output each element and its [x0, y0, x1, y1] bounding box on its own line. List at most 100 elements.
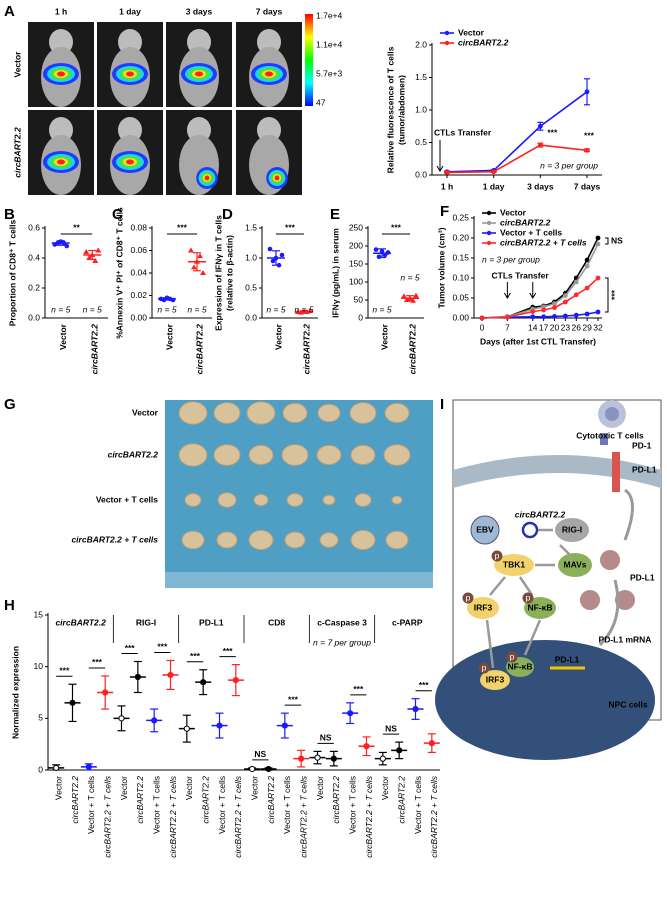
- vesicle: [580, 590, 600, 610]
- x-tick-label: Vector + T cells: [347, 776, 357, 834]
- colorbar-label: 1.1e+4: [316, 39, 343, 49]
- annotation: ***: [547, 127, 558, 137]
- mavs: [558, 553, 592, 577]
- mean-marker: [428, 740, 435, 747]
- point: [552, 301, 557, 306]
- annotation-arrow: [436, 140, 444, 172]
- x-tick-label: Vector + T cells: [282, 776, 292, 834]
- x-tick-label: 20: [550, 322, 560, 332]
- panel-letter: I: [440, 396, 444, 413]
- irf3: [467, 597, 499, 619]
- x-tick-label: Vector + T cells: [151, 776, 161, 834]
- legend-label: Vector + T cells: [500, 227, 562, 237]
- imaging-panel: [28, 22, 302, 195]
- x-tick-label: 1 h: [441, 181, 453, 191]
- pd1: [600, 433, 608, 445]
- tumor: [213, 402, 241, 424]
- diagram-label: MAVs: [564, 559, 587, 569]
- tumor: [213, 444, 241, 466]
- x-tick-label: Vector + T cells: [413, 776, 423, 834]
- tumor: [319, 532, 339, 548]
- diagram-label: PD-L1 mRNA: [599, 634, 652, 644]
- point: [573, 312, 579, 318]
- phospho-badge: [462, 592, 474, 604]
- vesicle: [600, 550, 620, 570]
- point: [552, 314, 557, 319]
- point: [401, 293, 407, 299]
- heat-blob: [126, 71, 134, 77]
- note: n = 7 per group: [313, 637, 371, 647]
- point: [267, 246, 273, 252]
- y-tick-label: 100: [349, 276, 363, 286]
- mean-marker: [298, 755, 305, 762]
- annotation: NS: [611, 235, 623, 245]
- sig-label: ***: [419, 680, 430, 690]
- sig-label: ***: [223, 646, 234, 656]
- x-tick-label: circBART2.2 + T cells: [298, 775, 308, 858]
- tumor: [286, 493, 304, 507]
- y-tick-label: 0.6: [28, 222, 40, 232]
- group-label: PD-L1: [199, 617, 224, 627]
- rig-i: [555, 518, 589, 542]
- mean-marker: [412, 705, 419, 713]
- point: [595, 235, 601, 241]
- x-tick-label: 3 days: [527, 181, 554, 191]
- x-tick-label: Vector: [380, 776, 390, 800]
- point: [541, 307, 547, 313]
- diagram-label: PD-1: [632, 440, 652, 450]
- sig-label: **: [73, 222, 80, 232]
- sig-label: ***: [353, 684, 364, 694]
- point: [64, 243, 70, 249]
- mean-marker: [314, 754, 321, 761]
- y-axis-label: Normalized expression: [10, 646, 20, 739]
- point: [83, 249, 90, 254]
- sig-label: ***: [157, 642, 168, 652]
- tumor: [246, 401, 276, 425]
- x-tick-label: circBART2.2 + T cells: [233, 775, 243, 858]
- x-tick-label: 29: [582, 322, 592, 332]
- mean-marker: [200, 679, 207, 686]
- tumor: [350, 444, 376, 466]
- tumor: [253, 493, 269, 507]
- x-tick-label: Vector: [249, 776, 259, 800]
- group-label: c-Caspase 3: [317, 617, 367, 627]
- heat-blob: [204, 175, 210, 181]
- point: [92, 258, 99, 263]
- tumor: [284, 531, 306, 549]
- annotation-arrow: [529, 282, 537, 299]
- y-tick-label: 0.02: [130, 290, 147, 300]
- legend-marker: [486, 220, 492, 226]
- diagram-label: Cytotoxic T cells: [576, 430, 644, 440]
- x-tick-label: circBART2.2 + T cells: [429, 775, 439, 858]
- panel-letter: C: [112, 206, 123, 223]
- legend-marker: [486, 230, 492, 236]
- point: [584, 89, 590, 95]
- t-cell-nucleus: [605, 407, 619, 421]
- series-line: [446, 144, 588, 174]
- y-axis-label: %Annexin V⁺ PI⁺ of CD8⁺ T cells: [114, 207, 124, 339]
- point: [595, 275, 601, 281]
- x-tick-label: 17: [539, 322, 549, 332]
- arrow: [623, 488, 634, 541]
- point: [584, 263, 590, 269]
- x-tick-label: circBART2.2: [70, 776, 80, 824]
- x-tick-label: circBART2.2: [331, 776, 341, 824]
- x-tick-label: circBART2.2 + T cells: [102, 775, 112, 858]
- point: [373, 247, 379, 252]
- y-tick-label: 1.0: [415, 104, 427, 114]
- phospho-badge: [506, 651, 518, 663]
- point: [479, 315, 485, 321]
- point: [188, 247, 194, 253]
- panel-letter: F: [440, 203, 449, 220]
- group-label: c-PARP: [392, 617, 423, 627]
- legend-marker: [486, 210, 492, 216]
- mean-marker: [85, 763, 92, 771]
- point: [552, 305, 557, 310]
- tumor: [181, 530, 205, 550]
- ruler: [165, 572, 433, 588]
- x-tick-label: Vector + T cells: [86, 776, 96, 834]
- y-tick-label: 0.25: [452, 212, 469, 222]
- point: [541, 314, 547, 320]
- y-axis-label: Expression of IFNγ in T cells: [213, 215, 223, 331]
